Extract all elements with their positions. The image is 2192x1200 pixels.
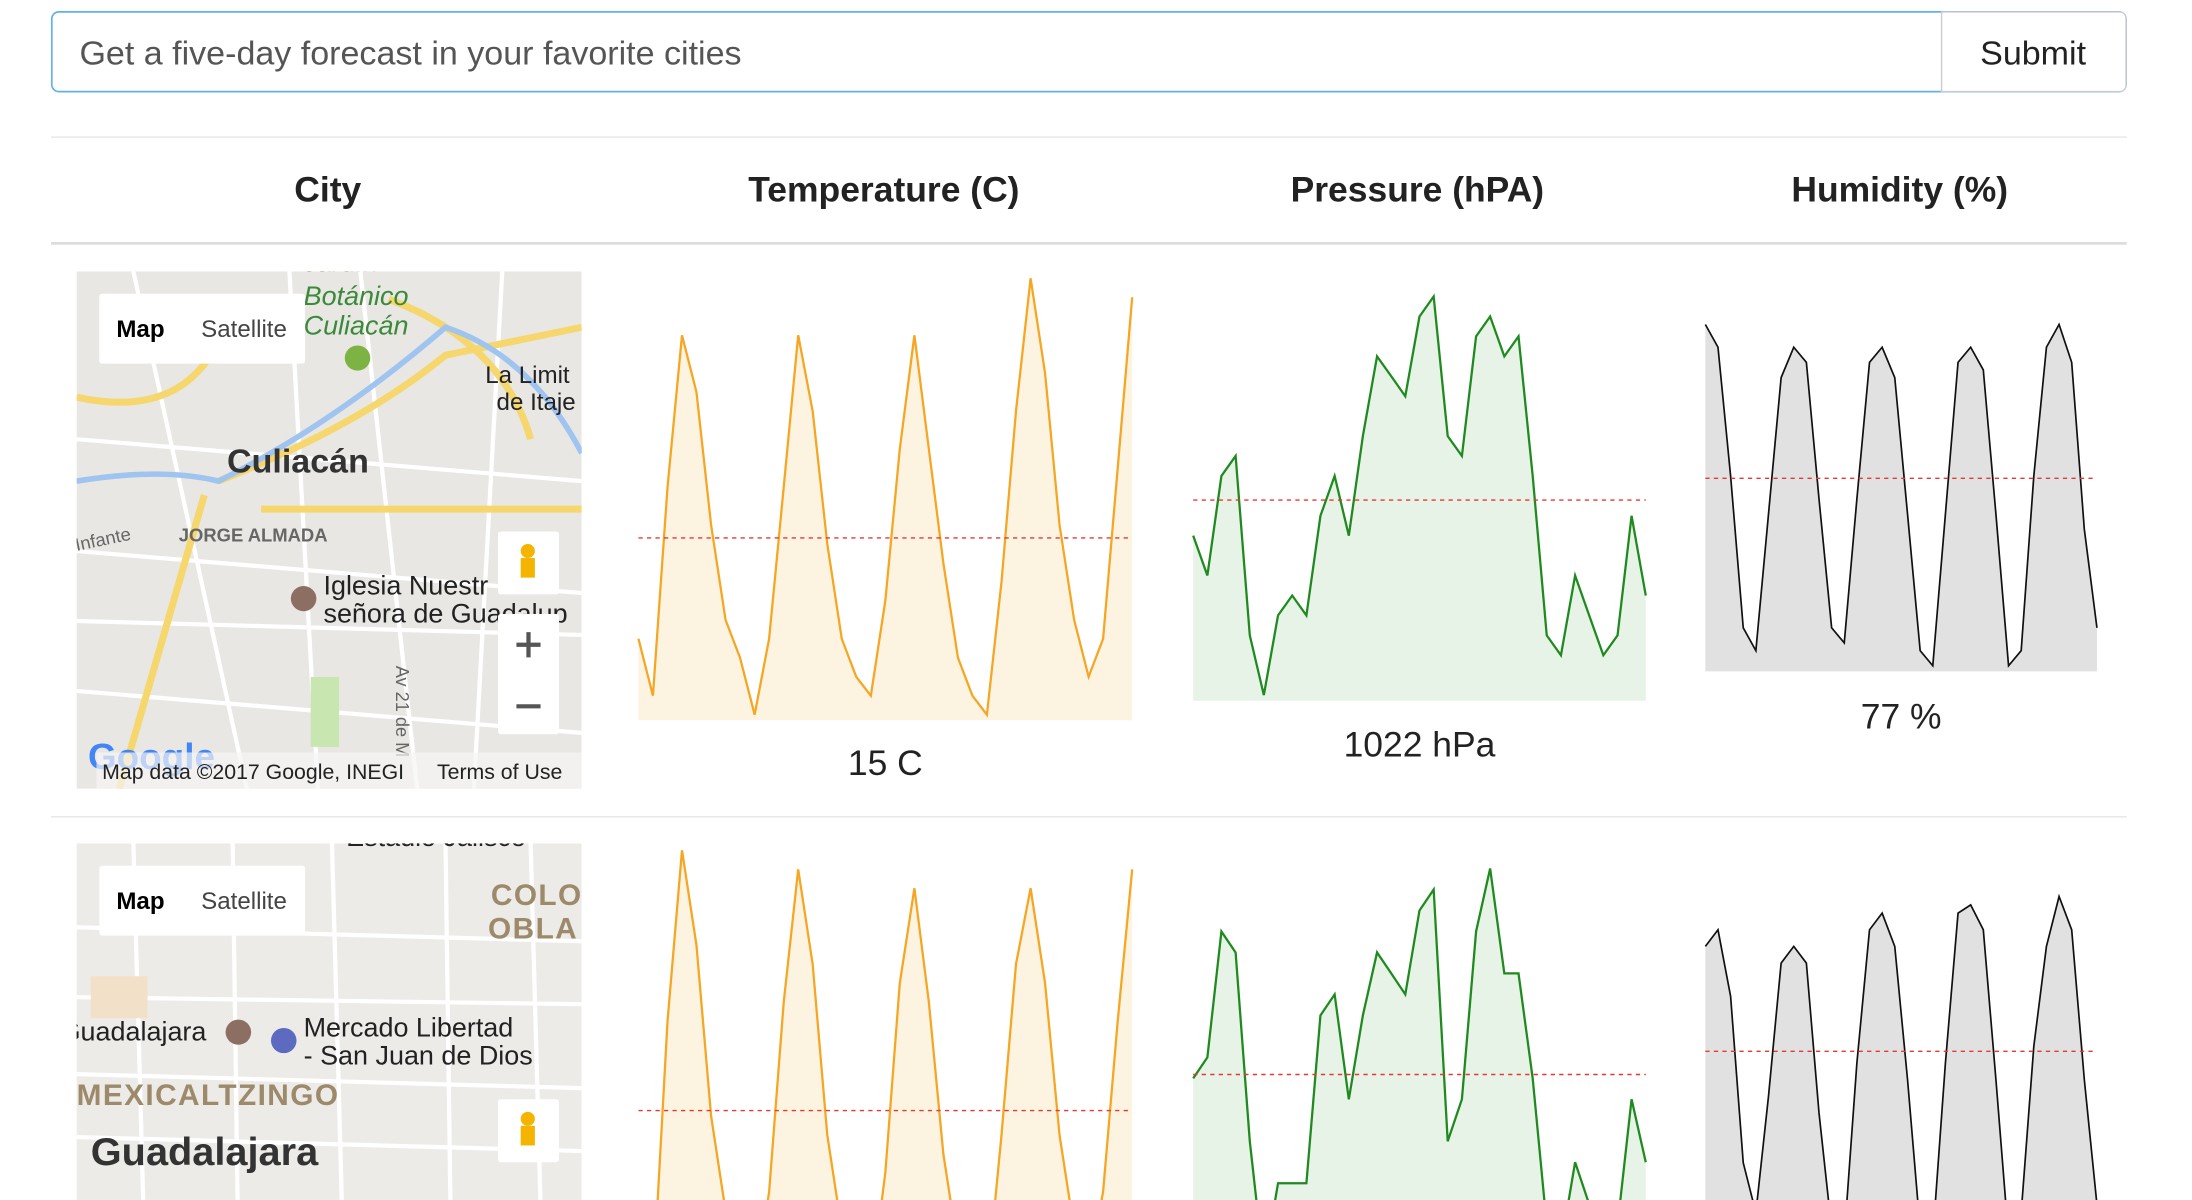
map-type-control [99, 865, 306, 936]
map-place: COLO [491, 879, 583, 912]
sparkline-area [1193, 296, 1646, 701]
map-place: OBLA [488, 913, 578, 946]
sparkline-area [1705, 896, 2097, 1200]
map-place: JORGE ALMADA [179, 524, 328, 545]
sparkline-area [1193, 868, 1646, 1200]
map-place: Guadalajara [60, 1017, 207, 1047]
river [76, 324, 582, 485]
map-type-control [99, 293, 306, 364]
map-place: - San Juan de Dios [304, 1041, 533, 1071]
block [90, 976, 148, 1019]
sparkline [1192, 293, 1647, 696]
pegman-icon [520, 544, 535, 559]
poi-icon [344, 345, 371, 371]
map-tab[interactable]: Satellite [201, 888, 287, 915]
roads [76, 296, 582, 789]
park [310, 676, 340, 747]
map-place: de Itaje [497, 389, 576, 416]
sparkline [1192, 868, 1647, 1200]
map-place: Jardín [303, 248, 379, 278]
summary-label: 1022 hPa [1344, 726, 1496, 765]
map-place: La Limit [485, 362, 570, 389]
map-place: Av 21 de M [392, 666, 413, 758]
map-attribution: Map data ©2017 Google, INEGI [102, 761, 404, 784]
search-placeholder: Get a five-day forecast in your favorite… [79, 35, 741, 73]
map-place: Iglesia Nuestr [323, 571, 488, 601]
header: Temperature (C) [748, 171, 1019, 210]
poi-icon [270, 1027, 297, 1054]
map-place: MEXICALTZINGO [77, 1079, 340, 1112]
submit-button[interactable] [1940, 11, 2127, 93]
map[interactable]: Jardín Botánico Culiacán La Limit de Ita… [73, 248, 582, 789]
summary-label: 15 C [848, 744, 923, 783]
map-city: Culiacán [227, 443, 369, 481]
zoom-in[interactable] [516, 632, 541, 658]
sparkline [656, 850, 1134, 1200]
sparkline-area [657, 850, 1133, 1200]
submit-label: Submit [1980, 35, 2087, 73]
map-tab[interactable]: Satellite [201, 316, 287, 343]
pegman-icon [520, 1125, 535, 1146]
map-place: Botánico [304, 281, 409, 311]
sparkline-area [638, 278, 1133, 721]
pegman-icon [520, 558, 535, 578]
map-terms[interactable]: Terms of Use [437, 761, 562, 784]
map-city: Guadalajara [91, 1130, 319, 1174]
header: Pressure (hPA) [1291, 171, 1545, 210]
sparklines: 15 C 1022 hPa 77 % [637, 278, 2098, 1200]
map-place: Estadio Jalisco [346, 822, 526, 852]
header: City [294, 171, 361, 210]
pegman-icon [520, 1111, 535, 1126]
map-tab[interactable]: Map [116, 316, 164, 343]
zoom-control [497, 613, 559, 735]
sparkline [1704, 893, 2098, 1200]
map-place: Mercado Libertad [304, 1013, 514, 1043]
attribution-bar [96, 752, 582, 789]
poi-icon [225, 1019, 252, 1045]
sparkline [1704, 322, 2098, 668]
map-place: Culiacán [304, 310, 409, 340]
map-tab[interactable]: Map [116, 888, 164, 915]
sparkline [637, 278, 1134, 718]
poi-icon [290, 586, 317, 612]
map[interactable]: Estadio Jalisco COLO OBLA Guadalajara Me… [60, 822, 583, 1200]
sparkline-area [1705, 324, 2097, 672]
header: Humidity (%) [1791, 171, 2008, 210]
summary-label: 77 % [1861, 698, 1942, 737]
